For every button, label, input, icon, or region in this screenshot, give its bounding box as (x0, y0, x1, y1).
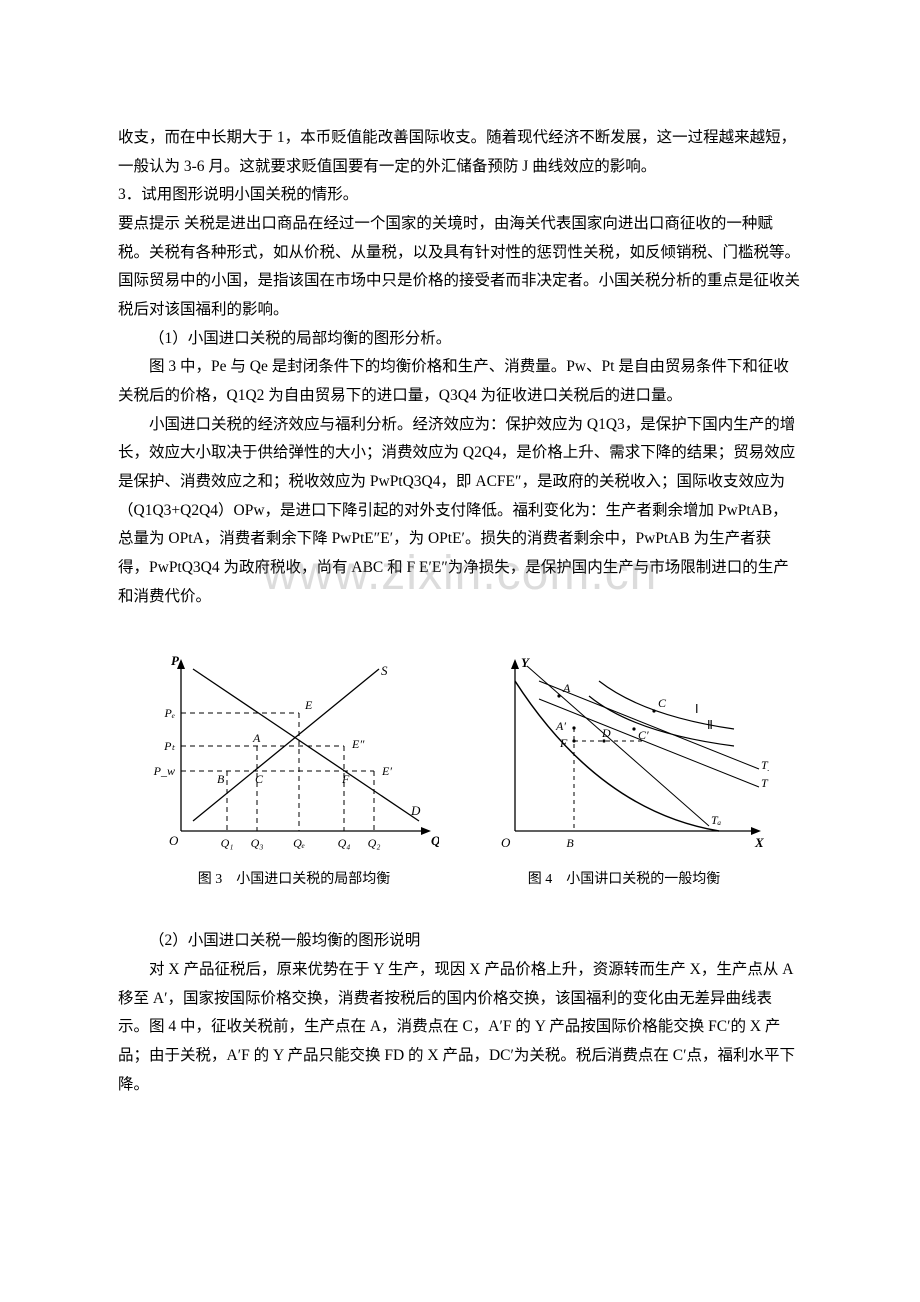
svg-text:P: P (171, 653, 180, 668)
svg-text:Q₂: Q₂ (368, 836, 381, 850)
svg-text:C′: C′ (638, 728, 649, 742)
figure-3-caption: 图 3 小国进口关税的局部均衡 (149, 867, 439, 893)
svg-text:Pₜ: Pₜ (163, 739, 175, 753)
svg-text:Q: Q (431, 833, 439, 848)
svg-text:Ⅰ: Ⅰ (695, 702, 699, 716)
paragraph-body: 小国进口关税的经济效应与福利分析。经济效应为：保护效应为 Q1Q3，是保护下国内… (118, 411, 800, 612)
svg-text:D: D (601, 726, 611, 740)
svg-text:E″: E″ (351, 737, 365, 751)
svg-text:Q₄: Q₄ (338, 836, 351, 850)
question-heading: 3．试用图形说明小国关税的情形。 (118, 181, 800, 210)
figure-3-wrap: P Q O D S Pₑ Pₜ P_w E A E″ E′ B C F Q₁ Q₃ Qₑ Q₄ Q₂ 图 3 小国进口… (149, 651, 439, 893)
paragraph-section-2: （2）小国进口关税一般均衡的图形说明 (118, 927, 800, 956)
svg-text:Tₐ: Tₐ (711, 813, 722, 827)
svg-text:T_w: T_w (761, 758, 769, 772)
svg-text:A: A (252, 731, 261, 745)
svg-text:S: S (381, 663, 388, 678)
svg-text:Q₁: Q₁ (221, 836, 234, 850)
figure-4-wrap: YXOT_wT′_wTₐⅠⅡAA′FDCC′B 图 4 小国讲口关税的一般均衡 (479, 651, 769, 893)
svg-text:F: F (341, 772, 350, 786)
svg-text:Qₑ: Qₑ (293, 836, 305, 850)
svg-text:C: C (658, 696, 667, 710)
figure-4-chart: YXOT_wT′_wTₐⅠⅡAA′FDCC′B (479, 651, 769, 861)
svg-text:Q₃: Q₃ (251, 836, 264, 850)
svg-text:B: B (566, 836, 574, 850)
svg-text:C: C (255, 772, 264, 786)
svg-text:T′_w: T′_w (761, 776, 769, 790)
svg-text:O: O (501, 835, 511, 850)
paragraph-body: 图 3 中，Pe 与 Qe 是封闭条件下的均衡价格和生产、消费量。Pw、Pt 是… (118, 353, 800, 410)
svg-text:F: F (559, 736, 568, 750)
figure-row: P Q O D S Pₑ Pₜ P_w E A E″ E′ B C F Q₁ Q₃ Qₑ Q₄ Q₂ 图 3 小国进口… (118, 651, 800, 893)
paragraph-section-1: （1）小国进口关税的局部均衡的图形分析。 (118, 325, 800, 354)
paragraph-body: 对 X 产品征税后，原来优势在于 Y 生产，现因 X 产品价格上升，资源转而生产… (118, 956, 800, 1099)
svg-text:X: X (754, 835, 764, 850)
svg-text:O: O (169, 833, 179, 848)
svg-text:E: E (304, 698, 313, 712)
svg-text:D: D (410, 803, 421, 818)
svg-text:Ⅱ: Ⅱ (707, 718, 713, 732)
svg-text:A′: A′ (555, 719, 566, 733)
svg-text:Pₑ: Pₑ (164, 706, 175, 720)
svg-text:A: A (562, 681, 571, 695)
figure-3-chart: P Q O D S Pₑ Pₜ P_w E A E″ E′ B C F Q₁ Q₃ Qₑ Q₄ Q₂ (149, 651, 439, 861)
svg-text:E′: E′ (381, 764, 392, 778)
figure-4-caption: 图 4 小国讲口关税的一般均衡 (479, 867, 769, 893)
svg-text:B: B (217, 772, 225, 786)
svg-text:P_w: P_w (153, 764, 175, 778)
paragraph-continued: 收支，而在中长期大于 1，本币贬值能改善国际收支。随着现代经济不断发展，这一过程… (118, 124, 800, 181)
paragraph-hint: 要点提示 关税是进出口商品在经过一个国家的关境时，由海关代表国家向进出口商征收的… (118, 210, 800, 325)
